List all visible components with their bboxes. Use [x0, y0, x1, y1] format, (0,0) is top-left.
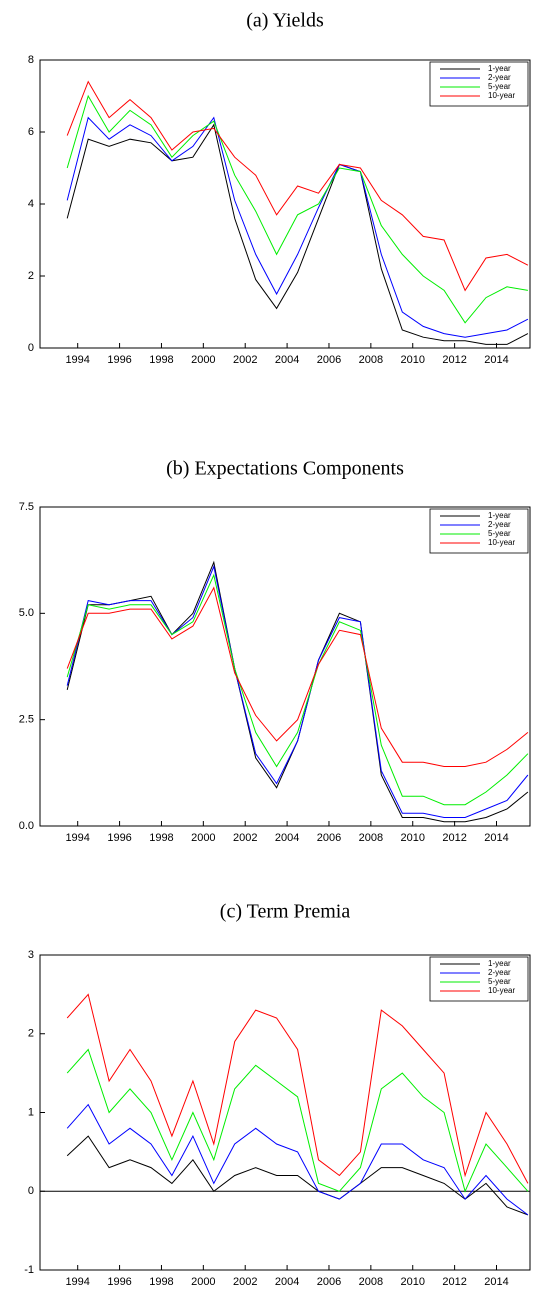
- chart-title: (a) Yields: [246, 10, 324, 32]
- y-tick-label: 0: [28, 1185, 34, 1197]
- x-tick-label: 1996: [107, 1276, 131, 1288]
- x-tick-label: 2000: [191, 832, 215, 844]
- x-tick-label: 1994: [65, 354, 89, 366]
- y-tick-label: 4: [28, 198, 34, 210]
- y-tick-label: 6: [28, 126, 34, 138]
- series-line: [66, 586, 529, 767]
- y-tick-label: 1: [28, 1106, 34, 1118]
- x-tick-label: 2000: [191, 1276, 215, 1288]
- series-line: [66, 123, 529, 345]
- legend-label: 5-year: [488, 82, 511, 91]
- x-tick-label: 2006: [317, 1276, 341, 1288]
- x-tick-label: 2006: [317, 354, 341, 366]
- x-tick-label: 1996: [107, 832, 131, 844]
- plot-frame: [39, 506, 531, 827]
- y-tick-label: 2.5: [19, 714, 34, 726]
- series-line: [66, 564, 529, 818]
- series-line: [66, 1135, 529, 1216]
- x-tick-label: 2010: [400, 1276, 424, 1288]
- x-tick-label: 2012: [442, 832, 466, 844]
- y-tick-label: 2: [28, 270, 34, 282]
- x-tick-label: 2014: [484, 354, 508, 366]
- x-tick-label: 2008: [359, 832, 383, 844]
- x-tick-label: 1994: [65, 1276, 89, 1288]
- x-tick-label: 2010: [400, 832, 424, 844]
- series-line: [66, 993, 529, 1184]
- series-line: [66, 560, 529, 823]
- plot-frame: [39, 954, 531, 1271]
- series-line: [66, 1048, 529, 1193]
- x-tick-label: 2014: [484, 1276, 508, 1288]
- legend-label: 5-year: [488, 977, 511, 986]
- legend-label: 2-year: [488, 968, 511, 977]
- series-line: [66, 573, 529, 806]
- legend-label: 2-year: [488, 520, 511, 529]
- y-tick-label: 0: [28, 342, 34, 354]
- chart-title: (b) Expectations Components: [166, 458, 404, 480]
- x-tick-label: 2010: [400, 354, 424, 366]
- x-tick-label: 2012: [442, 354, 466, 366]
- x-tick-label: 2002: [233, 354, 257, 366]
- series-line: [66, 116, 529, 338]
- x-tick-label: 1998: [149, 1276, 173, 1288]
- x-tick-label: 2008: [359, 1276, 383, 1288]
- y-tick-label: 8: [28, 54, 34, 66]
- x-tick-label: 2004: [275, 832, 299, 844]
- legend-label: 10-year: [488, 538, 515, 547]
- x-tick-label: 1998: [149, 354, 173, 366]
- y-tick-label: 2: [28, 1028, 34, 1040]
- x-tick-label: 2002: [233, 832, 257, 844]
- x-tick-label: 1996: [107, 354, 131, 366]
- legend-label: 1-year: [488, 959, 511, 968]
- y-tick-label: -1: [24, 1264, 34, 1276]
- series-line: [66, 94, 528, 324]
- series-line: [66, 1103, 529, 1216]
- legend-label: 5-year: [488, 529, 511, 538]
- x-tick-label: 2014: [484, 832, 508, 844]
- series-line: [66, 80, 529, 292]
- y-tick-label: 3: [28, 949, 34, 961]
- x-tick-label: 2002: [233, 1276, 257, 1288]
- x-tick-label: 2008: [359, 354, 383, 366]
- x-tick-label: 2006: [317, 832, 341, 844]
- x-tick-label: 2012: [442, 1276, 466, 1288]
- x-tick-label: 2000: [191, 354, 215, 366]
- y-tick-label: 5.0: [19, 607, 34, 619]
- y-tick-label: 7.5: [19, 501, 34, 513]
- legend-label: 1-year: [488, 511, 511, 520]
- x-tick-label: 1994: [65, 832, 89, 844]
- legend-label: 10-year: [488, 91, 515, 100]
- chart-title: (c) Term Premia: [220, 901, 351, 923]
- y-tick-label: 0.0: [19, 820, 34, 832]
- legend-label: 2-year: [488, 73, 511, 82]
- x-tick-label: 1998: [149, 832, 173, 844]
- x-tick-label: 2004: [275, 1276, 299, 1288]
- legend-label: 10-year: [488, 986, 515, 995]
- legend-label: 1-year: [488, 64, 511, 73]
- x-tick-label: 2004: [275, 354, 299, 366]
